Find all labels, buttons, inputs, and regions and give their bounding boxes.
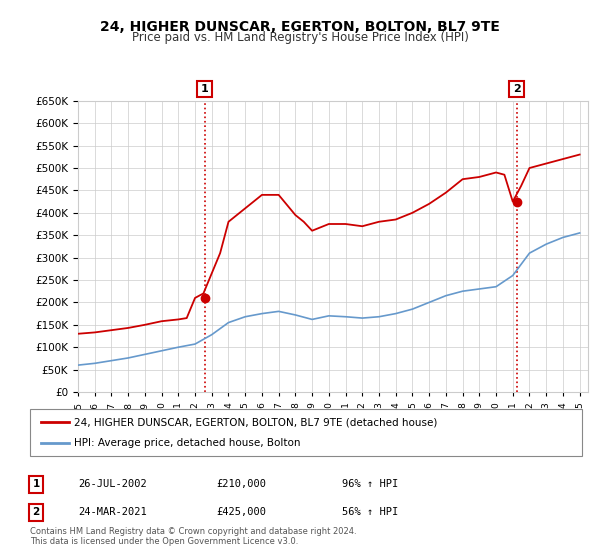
Text: 2: 2 — [513, 84, 520, 94]
Text: 24, HIGHER DUNSCAR, EGERTON, BOLTON, BL7 9TE (detached house): 24, HIGHER DUNSCAR, EGERTON, BOLTON, BL7… — [74, 417, 437, 427]
Text: 1: 1 — [201, 84, 208, 94]
FancyBboxPatch shape — [30, 409, 582, 456]
Text: 1: 1 — [32, 479, 40, 489]
Text: 56% ↑ HPI: 56% ↑ HPI — [342, 507, 398, 517]
Text: 96% ↑ HPI: 96% ↑ HPI — [342, 479, 398, 489]
Text: 26-JUL-2002: 26-JUL-2002 — [78, 479, 147, 489]
Text: 24, HIGHER DUNSCAR, EGERTON, BOLTON, BL7 9TE: 24, HIGHER DUNSCAR, EGERTON, BOLTON, BL7… — [100, 20, 500, 34]
Text: £210,000: £210,000 — [216, 479, 266, 489]
Text: 24-MAR-2021: 24-MAR-2021 — [78, 507, 147, 517]
Text: £425,000: £425,000 — [216, 507, 266, 517]
Text: 2: 2 — [32, 507, 40, 517]
Text: Contains HM Land Registry data © Crown copyright and database right 2024.
This d: Contains HM Land Registry data © Crown c… — [30, 526, 356, 546]
Text: HPI: Average price, detached house, Bolton: HPI: Average price, detached house, Bolt… — [74, 438, 301, 448]
Text: Price paid vs. HM Land Registry's House Price Index (HPI): Price paid vs. HM Land Registry's House … — [131, 31, 469, 44]
